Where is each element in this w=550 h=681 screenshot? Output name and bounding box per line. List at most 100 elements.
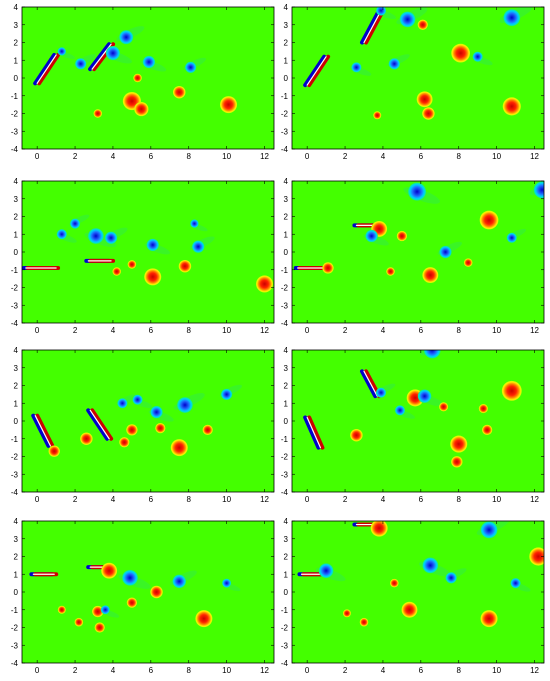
plate-shear-negative — [303, 54, 327, 88]
x-tick-label: 10 — [222, 666, 231, 675]
vortex-positive — [80, 432, 93, 446]
x-tick-label: 0 — [35, 326, 40, 335]
y-tick-label: 2 — [284, 39, 289, 48]
x-tick-label: 12 — [530, 152, 539, 161]
x-tick-label: 8 — [457, 666, 462, 675]
plate-shear-positive — [307, 54, 331, 88]
vortex-positive — [416, 91, 433, 108]
x-tick-label: 10 — [492, 666, 501, 675]
vortex-positive — [451, 43, 471, 63]
vortex-negative — [146, 238, 159, 252]
y-tick-label: -1 — [281, 92, 289, 101]
vortex-positive — [119, 437, 130, 448]
y-tick-label: 0 — [14, 417, 19, 426]
x-tick-label: 8 — [457, 152, 462, 161]
y-tick-label: 4 — [14, 177, 19, 186]
plot-area — [22, 181, 274, 323]
x-tick-label: 8 — [187, 152, 192, 161]
vortex-positive — [170, 439, 188, 457]
x-tick-label: 4 — [111, 152, 116, 161]
plate — [34, 415, 52, 447]
vortex-negative — [104, 231, 118, 245]
vortex-negative — [142, 55, 156, 69]
plot-area — [22, 7, 274, 149]
vortex-positive — [93, 109, 103, 118]
vortex-positive — [478, 404, 488, 414]
plate-shear-negative — [31, 413, 51, 448]
vortex-positive — [150, 585, 163, 599]
x-tick-label: 10 — [222, 152, 231, 161]
x-tick-label: 0 — [305, 326, 310, 335]
x-tick-label: 6 — [149, 666, 154, 675]
vortex-negative — [375, 387, 387, 398]
vortex-negative — [172, 574, 187, 589]
field-background — [292, 181, 544, 323]
x-tick-label: 2 — [73, 152, 78, 161]
vortex-positive — [48, 445, 60, 457]
x-tick-label: 12 — [260, 495, 269, 504]
x-tick-label: 0 — [35, 666, 40, 675]
x-tick-label: 8 — [187, 326, 192, 335]
plate — [306, 56, 327, 86]
y-tick-label: 4 — [284, 177, 289, 186]
plate — [36, 54, 57, 84]
vortex-negative — [472, 51, 483, 62]
y-tick-label: -1 — [11, 92, 19, 101]
y-tick-label: -1 — [281, 435, 289, 444]
x-tick-label: 12 — [260, 326, 269, 335]
y-tick-label: -1 — [11, 266, 19, 275]
y-tick-label: 0 — [284, 417, 289, 426]
field-background — [292, 521, 544, 663]
field-background — [292, 350, 544, 492]
plate-shear-negative — [360, 369, 378, 399]
vortex-positive — [417, 19, 428, 30]
y-tick-label: -1 — [281, 266, 289, 275]
vortex-positive — [386, 267, 395, 276]
x-tick-label: 6 — [419, 666, 424, 675]
vortex-positive — [220, 96, 238, 114]
vortex-positive — [127, 260, 137, 269]
x-tick-label: 2 — [73, 666, 78, 675]
field-background — [22, 521, 274, 663]
y-tick-label: 2 — [284, 213, 289, 222]
y-tick-label: -2 — [281, 110, 289, 119]
y-tick-label: -4 — [281, 319, 289, 328]
vortex-positive — [422, 267, 439, 284]
vortex-negative — [117, 398, 128, 409]
vortex-positive — [94, 622, 105, 633]
vortex-negative — [480, 521, 498, 539]
vortex-negative — [75, 58, 87, 70]
vortex-positive — [350, 428, 363, 442]
y-tick-label: 3 — [284, 21, 289, 30]
y-tick-label: -4 — [281, 659, 289, 668]
plate-shear-positive — [307, 415, 325, 450]
x-tick-label: 2 — [73, 495, 78, 504]
x-tick-label: 12 — [530, 326, 539, 335]
x-tick-label: 12 — [530, 495, 539, 504]
plot-area — [292, 181, 544, 323]
y-tick-label: 2 — [284, 382, 289, 391]
vortex-positive — [144, 268, 162, 286]
x-tick-label: 2 — [343, 666, 348, 675]
x-tick-label: 4 — [111, 495, 116, 504]
vortex-positive — [155, 422, 166, 434]
vortex-positive — [463, 258, 473, 267]
plot-area — [292, 7, 544, 149]
y-tick-label: 1 — [14, 570, 19, 579]
vortex-negative — [503, 9, 521, 27]
vortex-negative — [122, 569, 138, 586]
y-tick-label: -2 — [281, 624, 289, 633]
vortex-positive — [92, 605, 104, 618]
x-tick-label: 4 — [381, 326, 386, 335]
vortex-positive — [133, 73, 142, 83]
x-tick-label: 10 — [222, 495, 231, 504]
y-tick-label: 4 — [14, 517, 19, 526]
x-tick-label: 2 — [343, 152, 348, 161]
plot-area — [292, 521, 544, 663]
y-tick-label: 3 — [284, 364, 289, 373]
vortex-positive — [202, 424, 213, 435]
vortex-negative — [191, 240, 205, 253]
x-tick-label: 10 — [492, 326, 501, 335]
